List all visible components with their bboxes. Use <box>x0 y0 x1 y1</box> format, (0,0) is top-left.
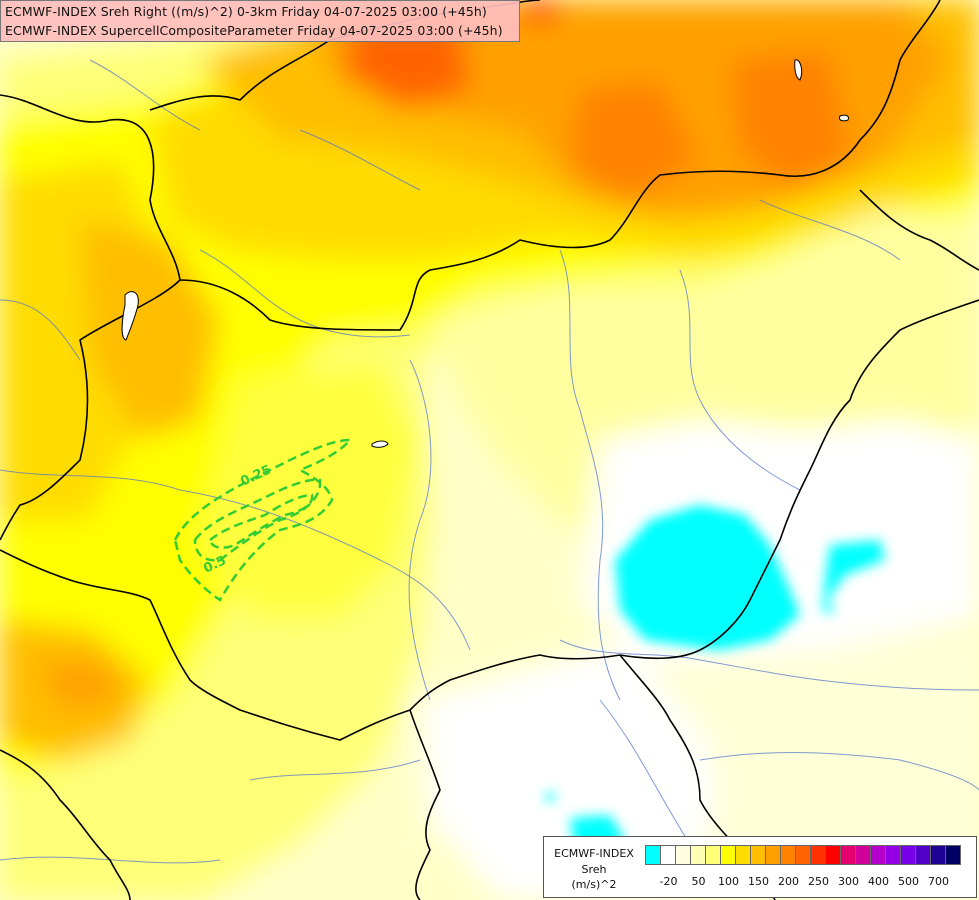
legend-swatch <box>810 845 826 865</box>
legend-tick-label: 500 <box>898 875 919 888</box>
legend-tick-label: 100 <box>718 875 739 888</box>
scp-contours <box>173 438 353 602</box>
legend-swatch <box>645 845 661 865</box>
legend-tick-label: -20 <box>659 875 678 888</box>
legend-swatch <box>840 845 856 865</box>
legend-swatch <box>735 845 751 865</box>
legend-swatch <box>765 845 781 865</box>
legend-tick-label: 50 <box>691 875 706 888</box>
legend-swatch <box>660 845 676 865</box>
title-box: ECMWF-INDEX Sreh Right ((m/s)^2) 0-3km F… <box>0 0 520 42</box>
legend-tick-label: 250 <box>808 875 829 888</box>
legend-title-1: ECMWF-INDEX <box>554 847 634 860</box>
legend-swatch <box>795 845 811 865</box>
legend-color-bar <box>645 845 961 865</box>
legend-swatch <box>825 845 841 865</box>
legend-swatch <box>900 845 916 865</box>
legend-tick-label: 200 <box>778 875 799 888</box>
legend-swatch <box>870 845 886 865</box>
title-line-2: ECMWF-INDEX SupercellCompositeParameter … <box>5 23 503 38</box>
rivers <box>0 59 979 864</box>
legend-swatch <box>855 845 871 865</box>
legend-swatch <box>930 845 946 865</box>
title-line-1: ECMWF-INDEX Sreh Right ((m/s)^2) 0-3km F… <box>5 4 487 19</box>
lakes <box>121 59 849 448</box>
legend-swatch <box>915 845 931 865</box>
legend-title-3: (m/s)^2 <box>571 878 617 891</box>
legend-tick-label: 300 <box>838 875 859 888</box>
legend-swatch <box>945 845 961 865</box>
legend-swatch <box>885 845 901 865</box>
legend-swatch <box>705 845 721 865</box>
legend-swatch <box>720 845 736 865</box>
legend-tick-label: 400 <box>868 875 889 888</box>
legend-tick-label: 700 <box>928 875 949 888</box>
legend-swatch <box>675 845 691 865</box>
color-legend: ECMWF-INDEX Sreh (m/s)^2 -20 50 100 150 200 2… <box>543 836 977 898</box>
legend-swatch <box>780 845 796 865</box>
legend-swatch <box>690 845 706 865</box>
legend-swatch <box>750 845 766 865</box>
legend-tick-label: 150 <box>748 875 769 888</box>
legend-title-2: Sreh <box>581 863 607 876</box>
